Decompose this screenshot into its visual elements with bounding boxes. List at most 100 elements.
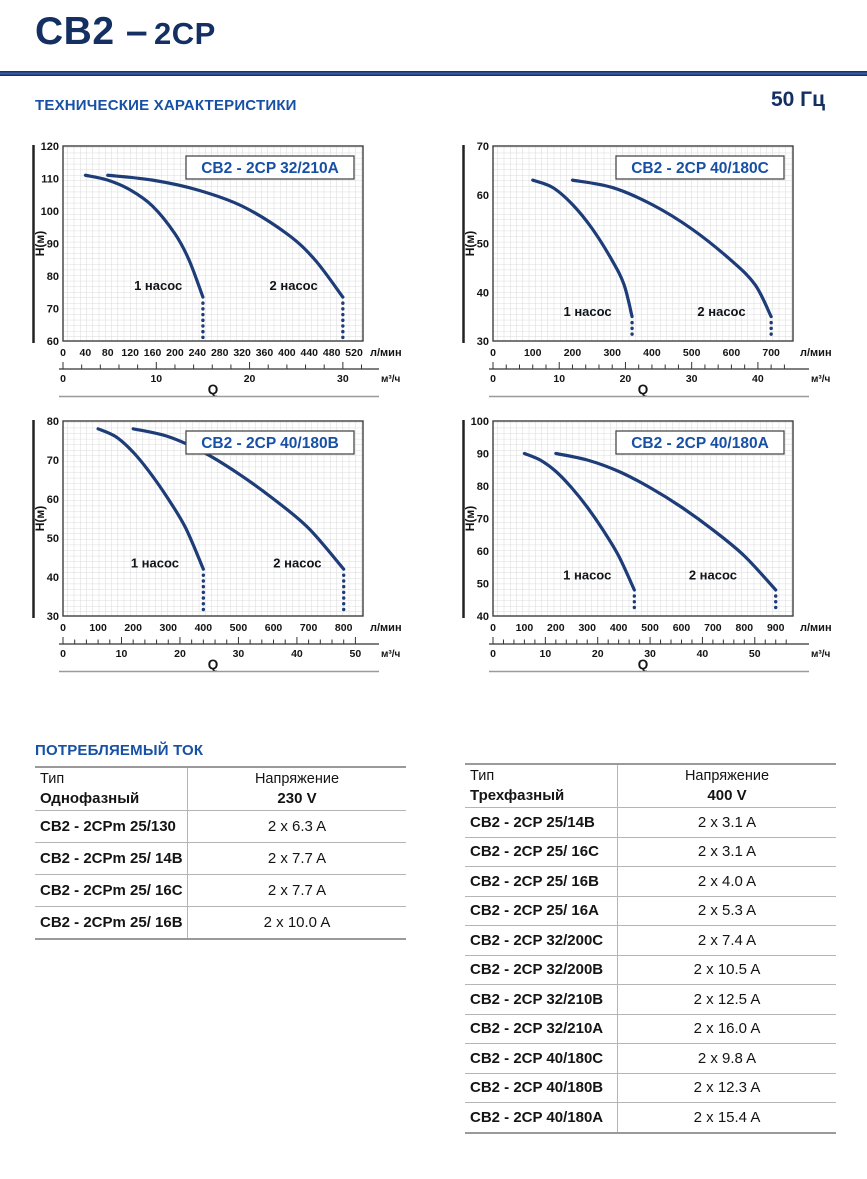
svg-text:300: 300 — [159, 622, 177, 634]
single-phase-current-table: Тип Однофазный Напряжение 230 V CB2 - 2CPm 2… — [35, 766, 406, 940]
svg-text:60: 60 — [47, 494, 59, 506]
current-value-cell: 2 x 3.1 A — [617, 807, 836, 838]
current-value-cell: 2 x 9.8 A — [617, 1043, 836, 1074]
y-axis-title: H(м) — [463, 231, 477, 257]
svg-text:300: 300 — [578, 622, 596, 634]
svg-text:320: 320 — [233, 347, 251, 359]
x-axis-title: Q — [208, 382, 219, 397]
svg-text:110: 110 — [41, 174, 59, 186]
frequency-label: 50 Гц — [770, 88, 825, 111]
page-title-sub: 2CP — [154, 16, 216, 51]
chart-title: CB2 - 2CP 40/180C — [631, 160, 769, 177]
curve-label: 1 насос — [563, 567, 611, 582]
chart-block-c2: 30 40 50 60 70 H(м) 0 100 200 300 400 500 600 700 л/ми… — [460, 136, 852, 398]
svg-text:50: 50 — [350, 648, 362, 660]
svg-text:80: 80 — [102, 347, 114, 359]
svg-text:440: 440 — [301, 347, 319, 359]
curve-1-pump — [83, 173, 205, 299]
svg-text:500: 500 — [683, 347, 701, 359]
x-unit-lmin: л/мин — [370, 622, 402, 634]
x-axis-primary: 0 100 200 300 400 500 600 700 800 л/мин — [60, 622, 402, 634]
svg-text:60: 60 — [477, 546, 489, 558]
curve-2-pump — [131, 427, 346, 571]
svg-text:40: 40 — [752, 373, 764, 385]
table-row: CB2 - 2CPm 25/130 2 x 6.3 A — [35, 810, 406, 843]
svg-text:10: 10 — [116, 648, 128, 660]
type-header-cell: Тип Однофазный — [35, 767, 188, 811]
table-row: CB2 - 2CP 32/200B 2 x 10.5 A — [465, 955, 836, 985]
phase-label: Однофазный — [40, 790, 140, 807]
svg-text:0: 0 — [60, 347, 66, 359]
plot-border — [492, 420, 794, 617]
chart-title: CB2 - 2CP 40/180A — [631, 435, 769, 452]
three-phase-table: Тип Трехфазный Напряжение 400 V CB2 - 2CP 25… — [465, 763, 836, 1134]
type-label: Тип — [470, 768, 495, 784]
pump-type-cell: CB2 - 2CP 40/180A — [465, 1102, 618, 1133]
plot-border — [62, 420, 364, 617]
svg-text:10: 10 — [540, 648, 552, 660]
current-value-cell: 2 x 6.3 A — [187, 810, 406, 843]
svg-text:40: 40 — [477, 287, 489, 299]
curve-label: 1 насос — [131, 555, 179, 570]
current-value-cell: 2 x 10.5 A — [617, 955, 836, 985]
pump-type-cell: CB2 - 2CP 32/210B — [465, 984, 618, 1015]
svg-text:700: 700 — [762, 347, 780, 359]
voltage-label: Напряжение — [684, 768, 770, 784]
svg-text:200: 200 — [564, 347, 582, 359]
table-row: CB2 - 2CP 25/ 16C 2 x 3.1 A — [465, 837, 836, 867]
y-axis: 40 50 60 70 80 90 100 H(м) — [463, 416, 489, 623]
svg-text:70: 70 — [47, 455, 59, 467]
curve-label: 2 насос — [697, 304, 745, 319]
table-row: CB2 - 2CP 32/210A 2 x 16.0 A — [465, 1014, 836, 1044]
type-label: Тип — [40, 771, 65, 787]
page-title-main: CB2 – — [35, 10, 149, 53]
table-row: CB2 - 2CP 25/ 16B 2 x 4.0 A — [465, 866, 836, 897]
curve-label: 2 насос — [270, 278, 318, 293]
svg-text:80: 80 — [47, 416, 59, 428]
svg-text:280: 280 — [211, 347, 229, 359]
svg-text:0: 0 — [490, 648, 496, 660]
x-unit-m3h: м³/ч — [381, 374, 401, 385]
current-value-cell: 2 x 12.5 A — [617, 984, 836, 1015]
svg-text:400: 400 — [643, 347, 661, 359]
table-row: CB2 - 2CP 32/210B 2 x 12.5 A — [465, 984, 836, 1015]
table-row: CB2 - 2CPm 25/ 16C 2 x 7.7 A — [35, 874, 406, 907]
chart-title-box — [615, 155, 785, 180]
curve-2-pump — [106, 173, 345, 299]
voltage-header-cell: Напряжение 230 V — [187, 767, 406, 811]
table-row: CB2 - 2CP 40/180A 2 x 15.4 A — [465, 1102, 836, 1133]
svg-text:40: 40 — [697, 648, 709, 660]
x-axis-title: Q — [638, 657, 649, 672]
svg-text:80: 80 — [47, 271, 59, 283]
x-axis-primary: 0 100 200 300 400 500 600 700 800 900 л/мин — [490, 622, 832, 634]
svg-text:500: 500 — [230, 622, 248, 634]
section-heading-technical: ТЕХНИЧЕСКИЕ ХАРАКТЕРИСТИКИ — [35, 97, 297, 114]
current-value-cell: 2 x 12.3 A — [617, 1073, 836, 1103]
pump-type-cell: CB2 - 2CP 40/180B — [465, 1073, 618, 1103]
svg-text:20: 20 — [174, 648, 186, 660]
svg-text:50: 50 — [477, 579, 489, 591]
svg-text:100: 100 — [89, 622, 107, 634]
svg-text:100: 100 — [41, 206, 59, 218]
svg-text:700: 700 — [704, 622, 722, 634]
svg-text:900: 900 — [767, 622, 785, 634]
header-divider — [0, 71, 867, 76]
svg-text:20: 20 — [592, 648, 604, 660]
current-value-cell: 2 x 15.4 A — [693, 1108, 761, 1126]
svg-text:30: 30 — [644, 648, 656, 660]
svg-text:120: 120 — [121, 347, 139, 359]
voltage-header-cell: Напряжение 400 V — [617, 764, 836, 808]
svg-text:100: 100 — [524, 347, 542, 359]
x-unit-lmin: л/мин — [800, 622, 832, 634]
table-row: CB2 - 2CP 25/14B 2 x 3.1 A — [465, 807, 836, 838]
svg-text:360: 360 — [256, 347, 274, 359]
svg-text:520: 520 — [345, 347, 363, 359]
table-row: CB2 - 2CP 25/ 16A 2 x 5.3 A — [465, 896, 836, 926]
table-row: CB2 - 2CP 40/180C 2 x 9.8 A — [465, 1043, 836, 1074]
plot-border — [62, 145, 364, 342]
curve-1-pump — [531, 178, 634, 319]
svg-text:0: 0 — [490, 347, 496, 359]
table-row: CB2 - 2CPm 25/ 14B 2 x 7.7 A — [35, 842, 406, 875]
